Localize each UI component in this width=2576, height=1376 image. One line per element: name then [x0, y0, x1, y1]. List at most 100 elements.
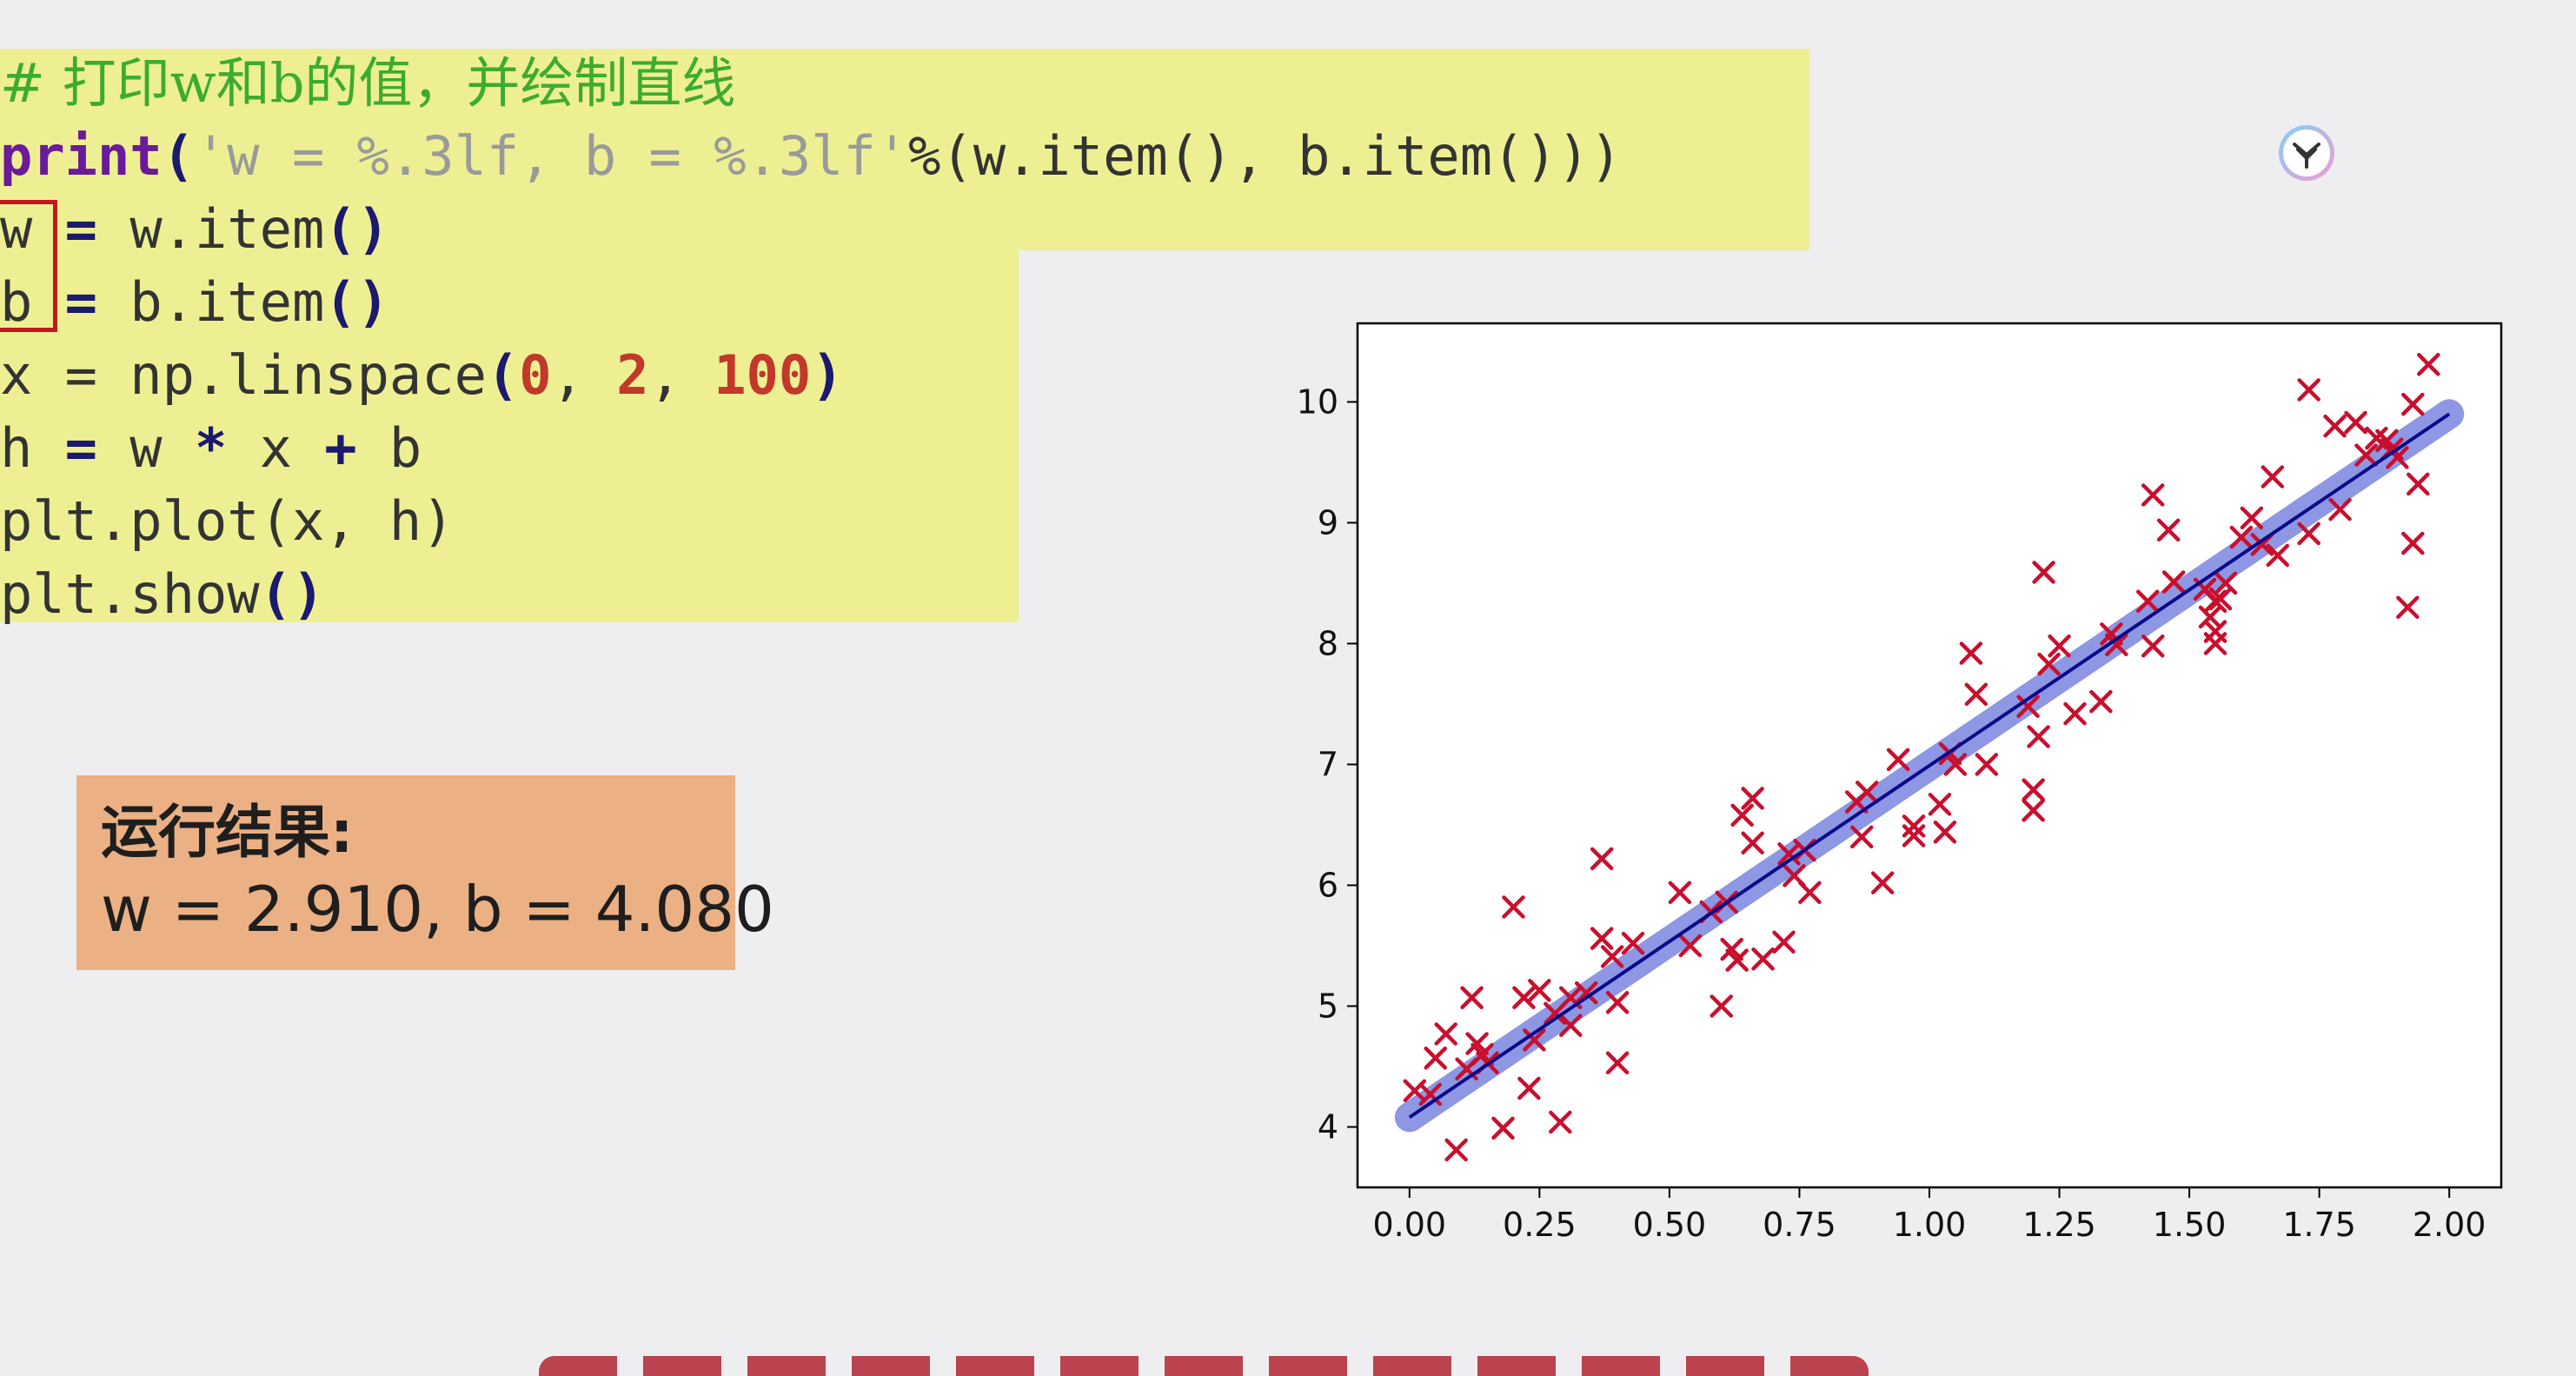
- data-point-marker: [1902, 824, 1926, 848]
- b-item-call: b.item: [129, 270, 325, 334]
- assign-op: =: [64, 416, 97, 480]
- code-comment-text: # 打印w和b的值，并绘制直线: [0, 51, 736, 115]
- data-point-marker: [2048, 634, 2071, 658]
- data-point-marker: [1502, 895, 1525, 919]
- format-string: 'w = %.3lf, b = %.3lf': [194, 124, 909, 188]
- plot-args: (x, h): [259, 489, 455, 553]
- data-point-marker: [1933, 821, 1957, 844]
- data-point-marker: [1772, 930, 1796, 954]
- data-point-marker: [2261, 465, 2285, 489]
- print-args: %(w.item(), b.item())): [908, 124, 1623, 188]
- x-tick-label: 0.75: [1763, 1206, 1836, 1244]
- data-point-marker: [1751, 947, 1775, 971]
- data-point-marker: [1720, 937, 1743, 961]
- data-point-marker: [2401, 531, 2425, 555]
- data-point-marker: [2214, 571, 2238, 595]
- result-value: w = 2.910, b = 4.080: [101, 873, 774, 946]
- code-line-print: print('w = %.3lf, b = %.3lf'%(w.item(), …: [0, 122, 1622, 191]
- fit-line: [1408, 412, 2451, 1120]
- data-point-marker: [2022, 799, 2045, 822]
- x-tick-label: 1.50: [2153, 1206, 2227, 1244]
- data-point-marker: [2032, 561, 2055, 584]
- data-point-marker: [1512, 986, 1536, 1009]
- show-call: plt.show: [0, 562, 260, 626]
- data-point-marker: [1928, 793, 1952, 816]
- data-point-marker: [1559, 1014, 1583, 1037]
- data-point-marker: [1621, 931, 1645, 955]
- data-point-marker: [2037, 652, 2061, 676]
- code-punct: (: [162, 124, 195, 188]
- code-highlight-top: [0, 49, 1809, 250]
- var-b-ref: b: [356, 416, 422, 480]
- y-tick-label: 4: [1318, 1107, 1338, 1146]
- subtitle-fragment: [539, 1356, 1869, 1376]
- var-x-ref: x: [227, 416, 325, 480]
- data-point-marker: [2297, 522, 2320, 546]
- data-point-marker: [2022, 778, 2045, 801]
- data-point-marker: [1870, 871, 1895, 894]
- data-point-marker: [1943, 753, 1968, 776]
- data-point-marker: [1434, 1022, 1457, 1046]
- data-point-marker: [2089, 689, 2113, 714]
- code-line-w: w = w.item(): [0, 195, 389, 264]
- data-point-marker: [2161, 570, 2186, 594]
- x-tick-label: 1.75: [2282, 1206, 2356, 1244]
- y-tick-label: 8: [1318, 624, 1338, 662]
- data-point-marker: [2203, 589, 2227, 613]
- data-point-marker: [1668, 881, 1692, 905]
- mul-op: *: [194, 416, 228, 480]
- data-point-marker: [2297, 378, 2320, 402]
- code-line-h: h = w * x + b: [0, 414, 422, 483]
- code-highlight-bottom: [0, 249, 1019, 622]
- data-point-marker: [2407, 472, 2430, 496]
- data-point-marker: [1460, 986, 1484, 1009]
- data-point-marker: [1590, 927, 1614, 950]
- plot-call: plt.plot: [0, 489, 260, 553]
- data-point-marker: [2386, 446, 2409, 469]
- data-point-marker: [1465, 1032, 1489, 1055]
- data-point-marker: [1605, 1051, 1630, 1075]
- y-tick-label: 5: [1318, 987, 1338, 1025]
- print-keyword: print: [0, 124, 163, 188]
- x-tick-label: 1.00: [1893, 1206, 1967, 1244]
- assign-op: =: [32, 270, 130, 334]
- data-point-marker: [1886, 748, 1910, 772]
- data-point-marker: [1964, 682, 1988, 707]
- code-line-b: b = b.item(): [0, 268, 389, 337]
- data-point-marker: [2208, 587, 2233, 611]
- variable-highlight-box: [0, 200, 57, 332]
- y-tick-label: 7: [1318, 745, 1338, 783]
- data-point-marker: [2198, 605, 2222, 629]
- y-tick-label: 10: [1297, 382, 1338, 421]
- data-point-marker: [1798, 881, 1822, 905]
- data-point-marker: [2328, 497, 2352, 522]
- data-point-marker: [1549, 1110, 1572, 1134]
- data-point-marker: [2365, 426, 2388, 450]
- code-punct: ): [811, 343, 844, 407]
- x-tick-label: 1.25: [2022, 1206, 2096, 1244]
- data-point-marker: [2141, 483, 2165, 507]
- data-point-marker: [2105, 633, 2128, 657]
- var-w-ref: w: [96, 416, 195, 480]
- assign-op: =: [32, 197, 130, 261]
- scatter-chart: 0.00 0.25 0.50 0.75 1.00 1.25 1.50 1.75 2.00 4 5 6 7…: [1297, 322, 2503, 1244]
- result-panel: 运行结果: w = 2.910, b = 4.080: [76, 775, 774, 970]
- data-point-marker: [2396, 595, 2420, 619]
- data-point-marker: [2266, 543, 2290, 568]
- data-point-marker: [2229, 525, 2254, 549]
- data-point-marker: [2141, 634, 2165, 658]
- code-punct: (: [486, 343, 520, 407]
- subtitle-strip: [539, 1356, 1869, 1376]
- plus-op: +: [324, 416, 357, 480]
- data-point-marker: [1590, 847, 1614, 871]
- code-punct: (): [259, 562, 325, 626]
- data-point-marker: [1741, 787, 1764, 810]
- var-b: b: [0, 270, 33, 334]
- data-point-marker: [1600, 945, 1624, 968]
- x-tick-label: 0.50: [1633, 1206, 1707, 1244]
- data-point-marker: [2135, 589, 2160, 613]
- w-item-call: w.item: [129, 197, 325, 261]
- data-point-marker: [1741, 831, 1764, 855]
- data-point-marker: [1523, 1028, 1546, 1052]
